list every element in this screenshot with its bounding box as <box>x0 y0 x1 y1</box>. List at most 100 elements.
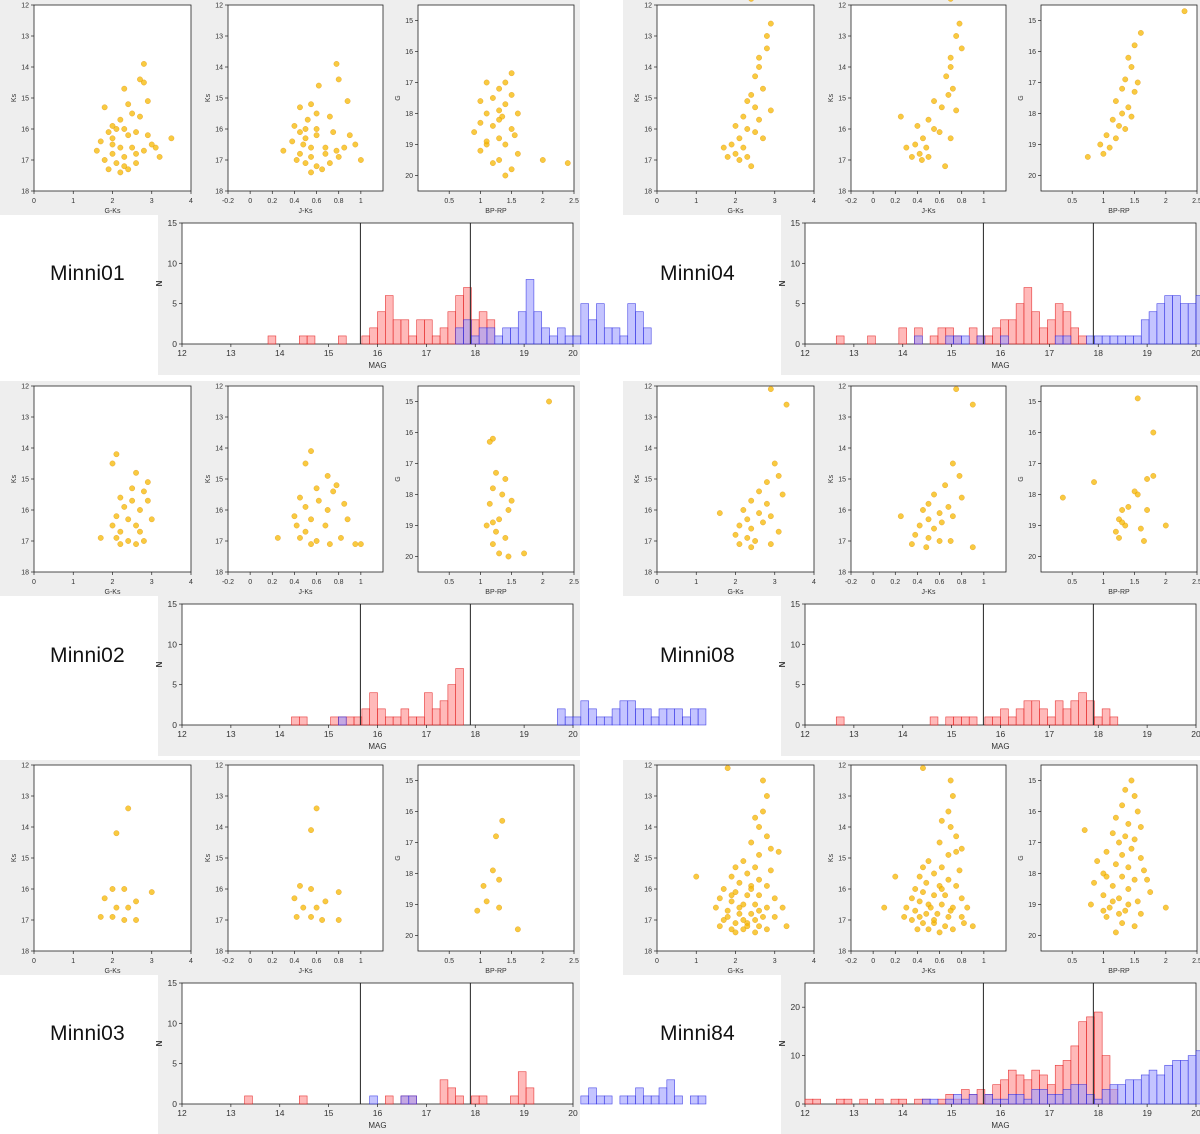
hist-bar-blue <box>1156 303 1166 345</box>
data-point <box>322 522 329 529</box>
data-point <box>744 153 751 160</box>
y-tick-label: 13 <box>838 415 846 422</box>
x-tick-label: 0 <box>871 958 875 965</box>
y-tick-label: 14 <box>215 825 223 832</box>
x-tick-label: 0.2 <box>890 579 900 586</box>
data-point <box>313 132 320 139</box>
x-tick-label: 2 <box>734 198 738 205</box>
data-point <box>969 923 976 930</box>
data-point <box>938 886 945 892</box>
data-point <box>964 904 971 911</box>
hist-bar-red <box>929 335 939 345</box>
x-tick-label: 0.2 <box>267 198 277 205</box>
data-point <box>313 163 320 170</box>
data-point <box>901 913 908 920</box>
data-point <box>1109 882 1116 889</box>
data-point <box>931 126 937 132</box>
data-point <box>1106 904 1113 911</box>
data-point <box>1131 88 1138 95</box>
x-tick-label: 19 <box>1142 348 1152 358</box>
data-point <box>779 491 786 498</box>
data-point <box>1091 879 1097 886</box>
y-tick-label: 17 <box>838 158 846 165</box>
data-point <box>493 469 499 476</box>
y-tick-label: 16 <box>838 508 846 515</box>
x-tick-label: 20 <box>568 729 578 739</box>
data-point <box>313 110 320 117</box>
data-point <box>897 513 904 520</box>
y-tick-label: 16 <box>1028 49 1036 56</box>
y-axis-label: N <box>778 280 787 286</box>
hist-bar-red <box>968 327 978 345</box>
x-tick-label: 3 <box>150 198 154 205</box>
data-point <box>109 141 116 148</box>
hist-bar-blue <box>1133 1079 1142 1105</box>
data-point <box>1116 122 1122 129</box>
data-point <box>881 904 888 911</box>
data-point <box>330 129 337 136</box>
data-point <box>920 507 926 513</box>
data-point <box>969 544 976 551</box>
data-point <box>736 879 743 886</box>
hist-bar-blue <box>564 335 574 345</box>
data-point <box>936 538 943 544</box>
data-point <box>304 116 311 123</box>
data-point <box>1134 491 1141 498</box>
data-point <box>1119 920 1126 927</box>
hist-bar-red <box>1070 327 1080 345</box>
minni03-histogram: 12 13 14 15 16 17 18 19 20 0 5 10 15 MAG N <box>155 978 707 1130</box>
hist-bar-red <box>439 1079 449 1105</box>
data-point <box>947 907 954 914</box>
minni02-cmd2: -0.2 0 0.2 0.4 0.6 0.8 1 12 13 14 15 16 17 18 J-Ks Ks <box>205 384 384 596</box>
data-point <box>113 451 120 458</box>
data-point <box>1128 845 1135 852</box>
data-point <box>471 129 478 136</box>
hist-bar-blue <box>689 1095 699 1105</box>
hist-bar-blue <box>588 1087 597 1105</box>
x-tick-label: 0.4 <box>290 958 300 965</box>
data-point <box>1125 503 1132 510</box>
x-tick-label: 0 <box>32 958 36 965</box>
data-point <box>293 522 300 529</box>
hist-bar-red <box>517 1071 527 1105</box>
data-point <box>302 160 309 167</box>
y-tick-label: 0 <box>172 1099 177 1109</box>
data-point <box>511 132 518 139</box>
hist-bar-red <box>1109 716 1119 726</box>
data-point <box>949 460 956 467</box>
y-tick-label: 15 <box>168 218 178 228</box>
hist-bar-blue <box>338 716 347 726</box>
y-tick-label: 12 <box>215 763 223 770</box>
x-tick-label: 0.5 <box>1067 579 1077 586</box>
data-point <box>109 135 116 142</box>
data-point <box>945 876 952 883</box>
x-tick-label: 0.4 <box>290 579 300 586</box>
y-tick-label: 16 <box>21 887 29 894</box>
data-point <box>308 516 314 523</box>
y-tick-label: 17 <box>215 918 223 925</box>
x-tick-label: -0.2 <box>845 958 857 965</box>
x-tick-label: 15 <box>324 1108 334 1118</box>
y-tick-label: 13 <box>838 794 846 801</box>
data-point <box>291 895 298 902</box>
x-tick-label: 15 <box>324 348 334 358</box>
data-point <box>319 917 326 923</box>
hist-bar-red <box>898 327 907 345</box>
data-point <box>148 516 155 523</box>
data-point <box>760 808 766 815</box>
x-axis-label: BP-RP <box>485 208 507 215</box>
data-point <box>1112 814 1119 821</box>
x-axis-label: G-Ks <box>728 208 744 215</box>
hist-bar-red <box>330 716 339 726</box>
x-tick-label: 1 <box>1101 579 1105 586</box>
data-point <box>1144 476 1151 482</box>
data-point <box>333 147 340 154</box>
data-point <box>489 485 496 492</box>
data-point <box>113 513 120 520</box>
hist-bar-blue <box>1054 335 1064 345</box>
hist-bar-red <box>835 335 845 345</box>
x-tick-label: 0.5 <box>1067 958 1077 965</box>
hist-bar-blue <box>1172 295 1181 345</box>
data-point <box>756 824 762 830</box>
